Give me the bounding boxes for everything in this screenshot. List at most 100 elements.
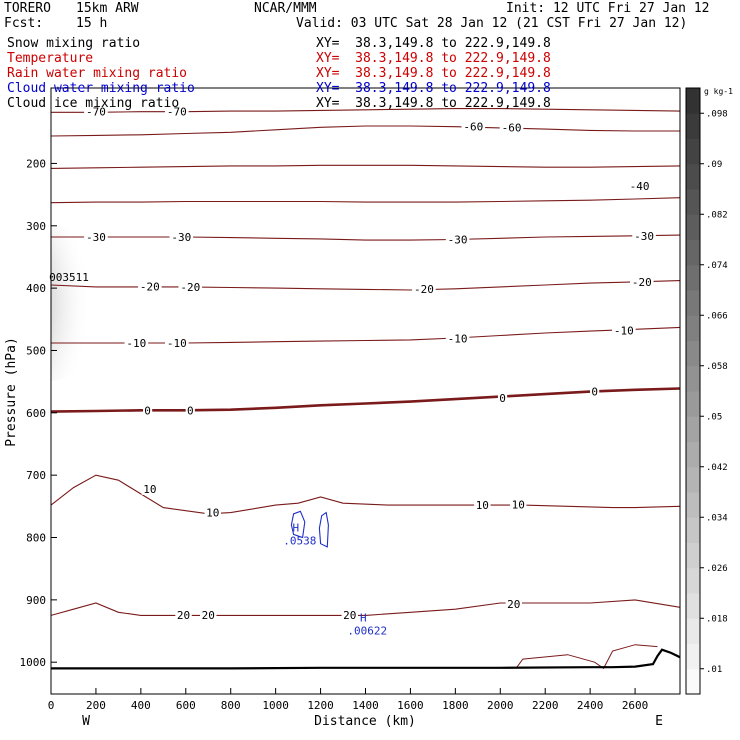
terrain-surface [51,648,680,670]
x-tick-label: 0 [48,699,55,712]
legend-xy-cloud-ice: XY= 38.3,149.8 to 222.9,149.8 [316,96,551,111]
colorbar: .098 .09 .082 .074 .066 .058 .05 .042 .034 .026 .0… [685,87,728,695]
y-tick-label: 800 [26,532,46,545]
temperature-contour--30 [51,234,680,241]
temperature-label: -20 [632,276,652,289]
temperature-label: -20 [140,280,160,293]
terrain-line [51,648,680,670]
colorbar-tick-label: .026 [706,564,728,574]
colorbar-swatch [686,391,700,417]
x-tick-label: 2600 [622,699,649,712]
temperature-label-bg [612,324,636,337]
y-tick-label: 200 [26,157,46,170]
temperature-label: -30 [86,231,106,244]
colorbar-swatch [686,163,700,190]
y-tick-label: 900 [26,594,46,607]
temperature-contour-0 [51,387,680,413]
colorbar-swatch [686,315,700,341]
temperature-labels: -70 -70 -60 -60 -40 -30 -30 -30 -30 -20 -20 -20 -20 -… [84,105,656,622]
temperature-label: -20 [414,283,434,296]
temperature-label: -10 [167,337,187,350]
colorbar-tick-label: .058 [706,362,728,372]
colorbar-swatch [686,567,700,594]
y-tick-label: 300 [26,220,46,233]
temperature-label-bg [141,482,159,495]
colorbar-swatch [686,618,700,644]
temperature-label-bg [499,121,524,134]
temperature-contour-10 [51,474,680,515]
temperature-label: 10 [206,507,219,520]
temperature-contour--40 [51,197,680,204]
temperature-label-bg [169,231,194,244]
temperature-label-bg [84,231,108,244]
y-tick-label: 600 [26,407,46,420]
colorbar-swatch [686,88,700,114]
colorbar-swatch [686,340,700,367]
temperature-label-bg [165,105,189,118]
x-axis: 0 200 400 600 800 1000 1200 1400 1600 1800 2000 220… [48,688,649,712]
cloud-water-max-value: .00622 [347,625,387,638]
temperature-contour--70 [51,108,680,113]
x-tick-label: 200 [86,699,106,712]
colorbar-tick-label: .042 [706,463,728,473]
model-name: TORERO [4,1,51,16]
temperature-label: -70 [167,106,187,119]
x-end-label-w: W [82,714,90,729]
y-tick-label: 400 [26,282,46,295]
temperature-label-bg [632,229,656,242]
temperature-label-bg [84,105,108,118]
colorbar-tick-label: .066 [706,311,728,321]
temperature-label-bg [165,336,189,349]
colorbar-swatch [686,441,700,468]
cloud-water-max-value: .0538 [283,534,316,547]
legend-label-snow: Snow mixing ratio [7,36,141,51]
temperature-label-bg [178,280,203,293]
x-end-label-e: E [655,714,663,729]
temperature-label-bg [461,120,486,133]
colorbar-swatch [686,264,700,291]
snow-max-value: 003511 [49,271,89,284]
temperature-label: -70 [86,106,106,119]
x-tick-label: 1400 [352,699,379,712]
colorbar-swatch [686,138,700,165]
temperature-label-bg [124,336,149,349]
colorbar-swatch [686,189,700,215]
temperature-label: 20 [177,609,190,622]
temperature-label: 20 [202,609,215,622]
temperature-label: 10 [143,483,156,496]
temperature-label: -30 [171,231,191,244]
x-tick-label: 2200 [532,699,559,712]
temperature-contour--60 [51,125,680,137]
init-time: Init: 12 UTC Fri 27 Jan 12 [506,1,710,16]
colorbar-tick-label: .05 [706,412,722,422]
x-axis-label: Distance (km) [314,714,416,729]
colorbar-frame [685,87,701,695]
temperature-label-bg [474,499,491,512]
temperature-label-bg [445,233,470,246]
colorbar-swatch [686,239,700,266]
temperature-label: 0 [591,386,598,399]
temperature-contours [51,108,680,616]
cloud-water-contours [290,510,329,548]
temperature-label-bg [445,332,470,345]
rain-contour [515,644,658,670]
x-tick-label: 2400 [577,699,604,712]
grid-resolution: 15km ARW [76,1,139,16]
legend-label-cloud-water: Cloud water mixing ratio [7,81,195,96]
temperature-label: 10 [476,499,489,512]
y-tick-label: 500 [26,344,46,357]
colorbar-swatch [686,416,700,442]
colorbar-units: g kg-1 [704,87,733,96]
colorbar-swatch [686,492,700,518]
legend-xy-cloud-water: XY= 38.3,149.8 to 222.9,149.8 [316,81,551,96]
x-tick-label: 2000 [487,699,514,712]
legend-label-temperature: Temperature [7,51,94,66]
temperature-label: 10 [512,498,525,511]
temperature-label-bg [590,385,600,398]
x-tick-label: 1200 [307,699,334,712]
colorbar-swatch [686,214,700,240]
temperature-label-bg [200,608,217,621]
colorbar-swatch [686,517,700,543]
